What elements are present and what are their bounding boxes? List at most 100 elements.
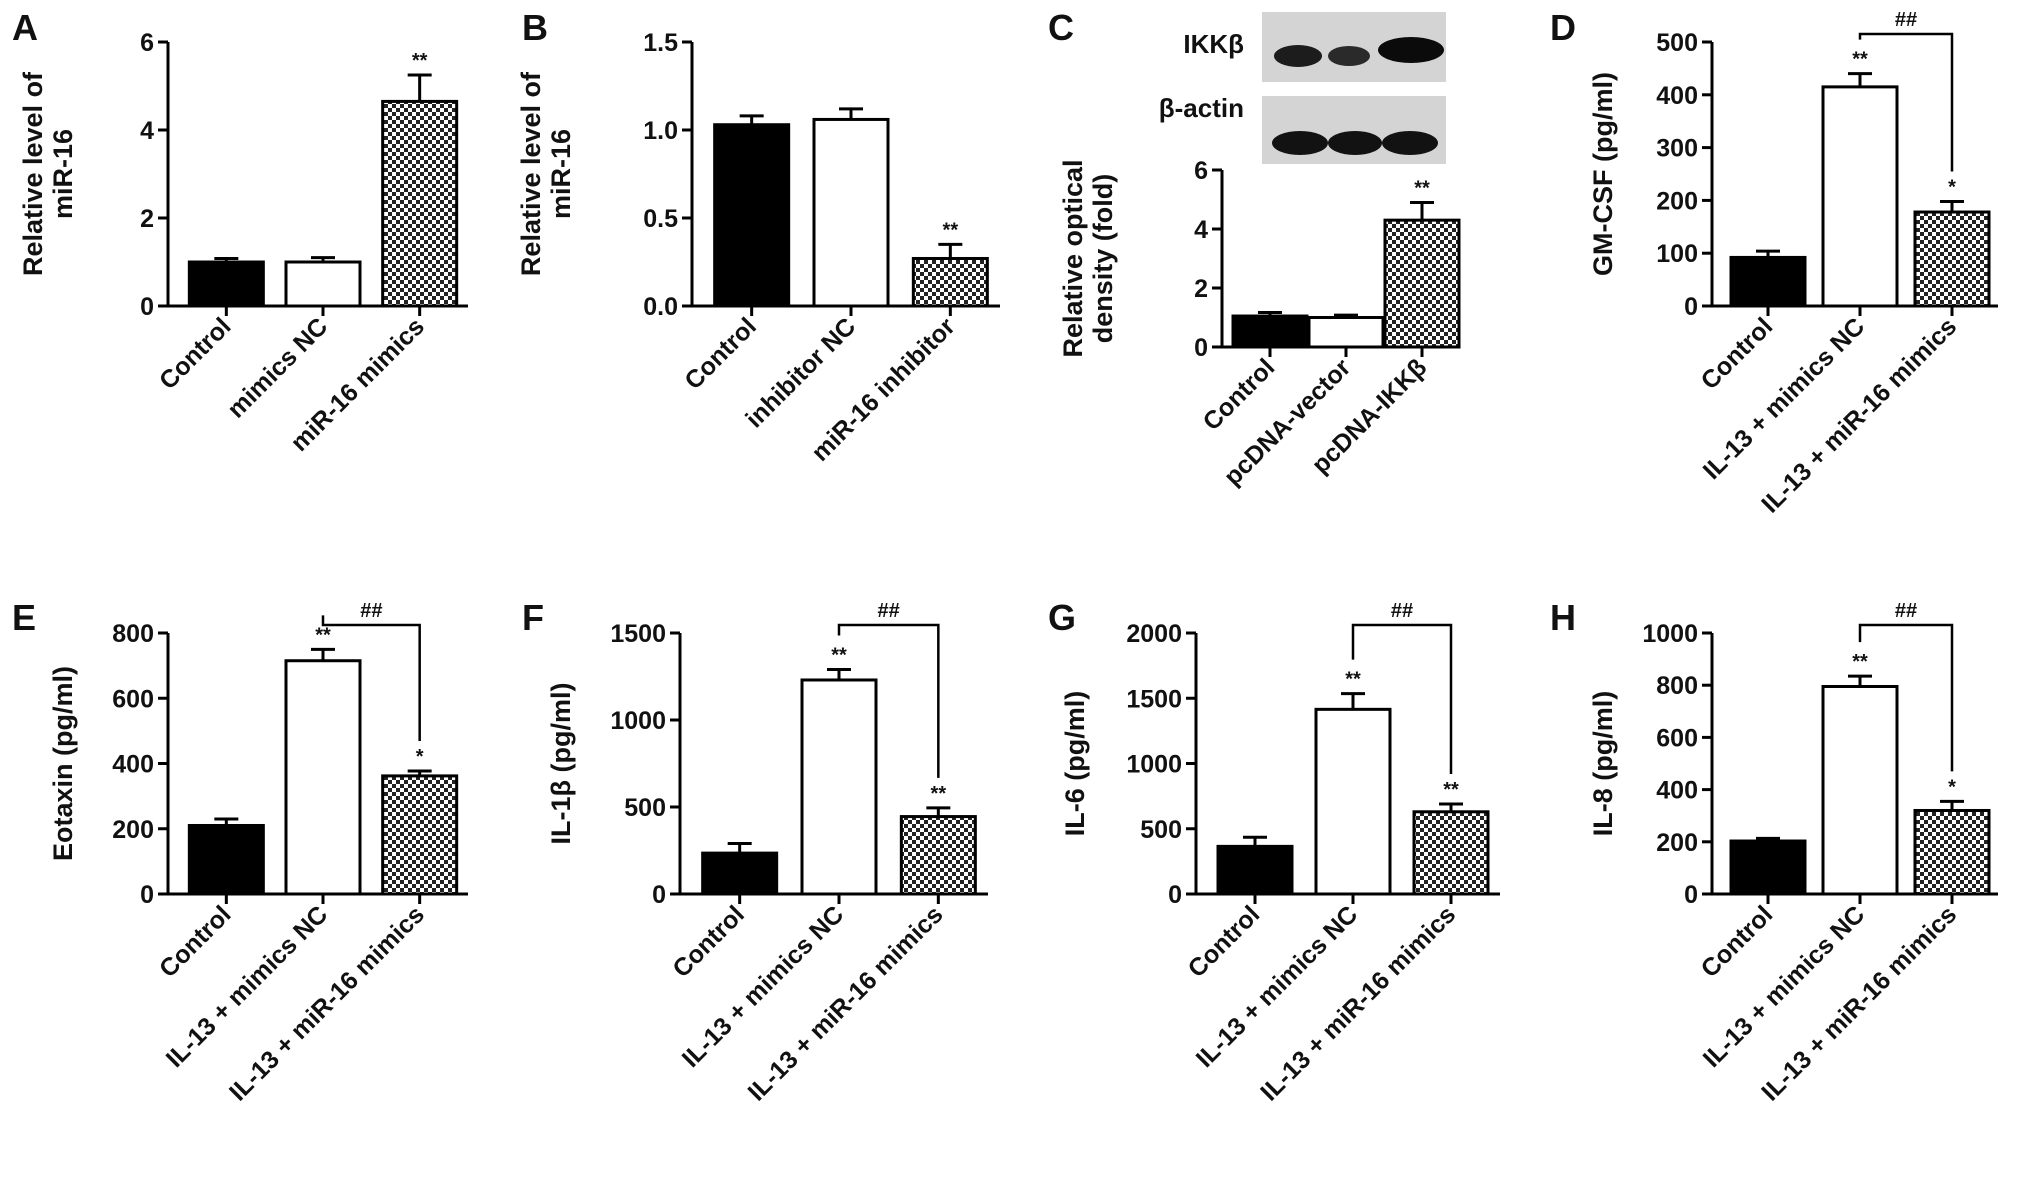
- significance-label: **: [831, 645, 847, 667]
- bracket-label: ##: [1391, 600, 1413, 622]
- significance-label: **: [412, 50, 428, 72]
- y-axis-label: Relative level of: [516, 71, 546, 276]
- blot-label-ikkb: IKKβ: [1183, 29, 1244, 59]
- blot-band: [1378, 37, 1444, 63]
- y-tick-label: 4: [1194, 216, 1208, 244]
- y-tick-label: 800: [1656, 672, 1698, 700]
- bracket-label: ##: [1895, 9, 1917, 31]
- panel-letter: D: [1550, 7, 1576, 48]
- blot-label-actin: β-actin: [1159, 93, 1244, 123]
- bracket-label: ##: [878, 600, 900, 622]
- y-tick-label: 0: [140, 881, 154, 909]
- y-tick-label: 1.0: [643, 117, 678, 145]
- y-axis-label: IL-6 (pg/ml): [1060, 691, 1090, 836]
- panel-letter: G: [1048, 597, 1076, 638]
- significance-label: **: [943, 219, 959, 241]
- significance-label: *: [1948, 776, 1956, 798]
- chart-panel-h: H 0 200 400 600 800 1000 IL-8 (pg/ml) ControlIL-…: [1550, 597, 1998, 1106]
- y-tick-label: 0: [1684, 881, 1698, 909]
- blot-band: [1272, 131, 1328, 155]
- y-tick-label: 2: [140, 205, 154, 233]
- comparison-bracket: [321, 615, 421, 742]
- category-label: Control: [1183, 900, 1266, 983]
- category-label: IL-13 + mimics NC: [1698, 312, 1871, 485]
- y-tick-label: 500: [624, 794, 666, 822]
- significance-label: **: [1852, 651, 1868, 673]
- y-tick-label: 500: [1656, 29, 1698, 57]
- category-label: Control: [154, 312, 237, 395]
- category-label: Control: [154, 900, 237, 983]
- category-label: IL-13 + miR-16 mimics: [1756, 900, 1962, 1106]
- y-axis-label: GM-CSF (pg/ml): [1588, 72, 1618, 276]
- bar: [800, 678, 878, 896]
- comparison-bracket: [837, 623, 940, 778]
- y-tick-label: 400: [1656, 777, 1698, 805]
- panel-letter: F: [522, 597, 544, 638]
- y-axis-label: miR-16: [48, 129, 78, 219]
- bar: [284, 659, 362, 896]
- category-label: IL-13 + miR-16 mimics: [224, 900, 430, 1106]
- bar: [381, 99, 459, 308]
- y-tick-label: 0: [1684, 293, 1698, 321]
- bar: [1314, 707, 1392, 896]
- y-tick-label: 600: [1656, 724, 1698, 752]
- y-axis-label: density (fold): [1088, 174, 1118, 344]
- y-tick-label: 100: [1656, 240, 1698, 268]
- y-axis-label: IL-8 (pg/ml): [1588, 691, 1618, 836]
- bar: [1821, 85, 1899, 308]
- blot-band: [1328, 131, 1382, 155]
- significance-label: **: [1345, 669, 1361, 691]
- y-tick-label: 400: [112, 751, 154, 779]
- y-tick-label: 1.5: [643, 29, 678, 57]
- y-tick-label: 200: [1656, 829, 1698, 857]
- bar: [911, 256, 989, 308]
- y-tick-label: 400: [1656, 82, 1698, 110]
- category-label: Control: [667, 900, 750, 983]
- category-label: Control: [1696, 312, 1779, 395]
- panel-letter: C: [1048, 7, 1074, 48]
- y-axis-label: Eotaxin (pg/ml): [48, 666, 78, 861]
- y-tick-label: 0.5: [643, 205, 678, 233]
- y-tick-label: 600: [112, 685, 154, 713]
- y-tick-label: 800: [112, 620, 154, 648]
- category-label: IL-13 + miR-16 mimics: [743, 900, 949, 1106]
- y-tick-label: 0: [1168, 881, 1182, 909]
- y-tick-label: 6: [1194, 157, 1208, 185]
- bar: [1307, 316, 1385, 349]
- y-tick-label: 0.0: [643, 293, 678, 321]
- y-tick-label: 0: [652, 881, 666, 909]
- category-label: IL-13 + miR-16 mimics: [1756, 312, 1962, 518]
- bar: [899, 815, 977, 896]
- bar: [1231, 314, 1309, 349]
- category-label: IL-13 + mimics NC: [1191, 900, 1364, 1073]
- bracket-label: ##: [360, 600, 382, 622]
- significance-label: **: [1852, 49, 1868, 71]
- y-tick-label: 4: [140, 117, 154, 145]
- y-tick-label: 1000: [1126, 751, 1182, 779]
- bar: [187, 823, 265, 896]
- significance-label: **: [931, 783, 947, 805]
- bar: [713, 123, 791, 308]
- category-label: Control: [1696, 900, 1779, 983]
- significance-label: *: [416, 746, 424, 768]
- panel-letter: H: [1550, 597, 1576, 638]
- bar: [1383, 218, 1461, 349]
- y-tick-label: 6: [140, 29, 154, 57]
- significance-label: **: [1443, 779, 1459, 801]
- bar: [1412, 810, 1490, 896]
- y-tick-label: 200: [112, 816, 154, 844]
- category-label: IL-13 + mimics NC: [161, 900, 334, 1073]
- y-tick-label: 1000: [610, 707, 666, 735]
- category-label: IL-13 + mimics NC: [677, 900, 850, 1073]
- blot-band: [1274, 45, 1322, 67]
- y-axis-label: Relative optical: [1058, 159, 1088, 357]
- panel-letter: A: [12, 7, 38, 48]
- bar: [187, 260, 265, 308]
- panel-letter: E: [12, 597, 36, 638]
- y-axis-label: IL-1β (pg/ml): [546, 683, 576, 845]
- category-label: IL-13 + miR-16 mimics: [1255, 900, 1461, 1106]
- bar: [1913, 210, 1991, 308]
